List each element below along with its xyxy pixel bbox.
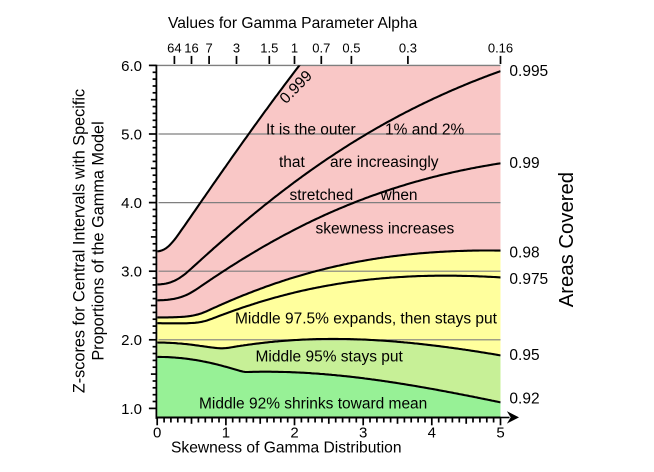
svg-text:6.0: 6.0 <box>121 58 142 75</box>
svg-text:Areas Covered: Areas Covered <box>556 172 578 307</box>
svg-text:when: when <box>380 187 418 204</box>
svg-text:0.975: 0.975 <box>509 271 548 288</box>
svg-text:0: 0 <box>153 425 161 442</box>
svg-text:1.0: 1.0 <box>121 401 142 418</box>
svg-text:It is the outer: It is the outer <box>266 121 356 138</box>
svg-text:64: 64 <box>167 41 181 56</box>
svg-text:1.5: 1.5 <box>260 41 278 56</box>
svg-text:2.0: 2.0 <box>121 332 142 349</box>
svg-text:are increasingly: are increasingly <box>330 154 439 171</box>
svg-text:Middle 95% stays put: Middle 95% stays put <box>256 349 404 366</box>
svg-text:3.0: 3.0 <box>121 264 142 281</box>
svg-text:Middle 92% shrinks toward mean: Middle 92% shrinks toward mean <box>199 396 427 413</box>
svg-text:0.95: 0.95 <box>509 347 539 364</box>
svg-text:2: 2 <box>290 425 298 442</box>
svg-text:0.3: 0.3 <box>399 41 417 56</box>
svg-text:Z-scores for Central Intervals: Z-scores for Central Intervals with Spec… <box>71 89 89 393</box>
svg-text:0.99: 0.99 <box>509 155 539 172</box>
svg-text:1: 1 <box>291 41 298 56</box>
svg-text:skewness increases: skewness increases <box>316 221 455 238</box>
svg-text:3: 3 <box>233 41 240 56</box>
svg-text:0.98: 0.98 <box>509 245 539 262</box>
svg-text:5: 5 <box>496 425 504 442</box>
svg-text:16: 16 <box>184 41 198 56</box>
svg-text:5.0: 5.0 <box>121 126 142 143</box>
svg-text:Skewness of Gamma Distribution: Skewness of Gamma Distribution <box>171 440 402 457</box>
svg-text:0.995: 0.995 <box>509 63 548 80</box>
svg-text:1: 1 <box>222 425 230 442</box>
svg-text:4: 4 <box>428 425 436 442</box>
svg-text:stretched: stretched <box>290 187 354 204</box>
svg-text:0.16: 0.16 <box>488 41 513 56</box>
svg-text:0.5: 0.5 <box>342 41 360 56</box>
svg-text:Proportions of the Gamma Model: Proportions of the Gamma Model <box>89 121 107 360</box>
svg-text:4.0: 4.0 <box>121 195 142 212</box>
svg-text:0.7: 0.7 <box>312 41 330 56</box>
svg-text:Values for Gamma Parameter Alp: Values for Gamma Parameter Alpha <box>168 15 418 32</box>
svg-text:that: that <box>279 154 306 171</box>
svg-text:1% and 2%: 1% and 2% <box>385 121 464 138</box>
svg-text:Middle 97.5% expands, then sta: Middle 97.5% expands, then stays put <box>235 311 498 328</box>
svg-text:3: 3 <box>359 425 367 442</box>
svg-text:7: 7 <box>205 41 212 56</box>
svg-text:0.92: 0.92 <box>509 390 539 407</box>
